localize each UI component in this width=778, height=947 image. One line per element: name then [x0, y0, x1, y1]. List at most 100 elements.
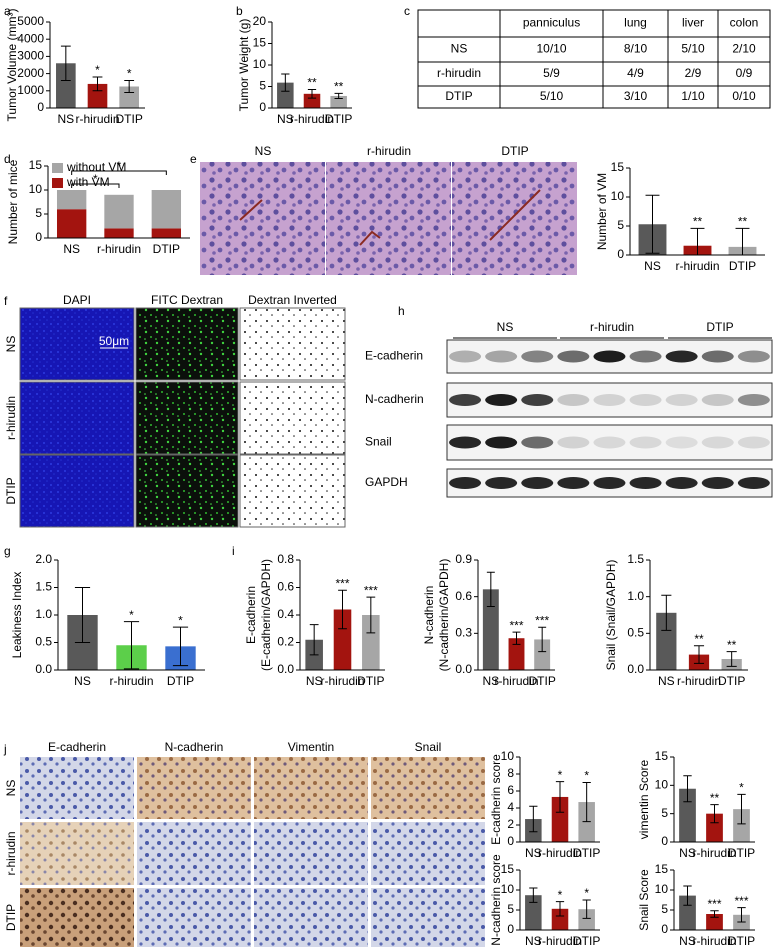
micrograph: [239, 381, 346, 455]
y-tick-label: 0: [37, 100, 44, 114]
x-tick-label: r-hirudin: [675, 259, 719, 273]
blot-band: [593, 350, 626, 363]
x-tick-label: DTIP: [357, 674, 384, 688]
image-row-label: DTIP: [4, 904, 18, 931]
y-tick-label: 5: [259, 79, 266, 93]
blot-group-label: NS: [497, 320, 514, 334]
significance-label: **: [738, 214, 748, 228]
bar-segment: [56, 190, 87, 210]
error-bar: [737, 793, 746, 825]
significance-label: ***: [509, 618, 523, 632]
error-bar: [74, 587, 91, 643]
error-bar: [661, 594, 672, 631]
micrograph: [137, 888, 251, 947]
panel-label: j: [3, 742, 7, 756]
blot-band: [557, 394, 590, 406]
y-tick-label: 0: [617, 247, 624, 261]
y-axis-label: (E-cadherin/GAPDH): [259, 559, 273, 671]
significance-label: ***: [734, 894, 748, 908]
y-tick-label: 10: [501, 882, 515, 896]
y-tick-label: 0.9: [455, 552, 472, 566]
y-tick-label: 2.0: [35, 552, 52, 566]
panel-label: g: [4, 544, 11, 558]
micrograph: [135, 381, 239, 455]
bar: [119, 86, 139, 108]
image-column-label: DAPI: [63, 293, 91, 307]
panel-label: f: [4, 294, 8, 308]
x-tick-label: DTIP: [167, 674, 194, 688]
error-bar: [538, 626, 547, 653]
y-tick-label: 5000: [17, 14, 44, 28]
table-cell: DTIP: [445, 89, 472, 103]
y-tick-label: 4: [507, 800, 514, 814]
legend-swatch: [52, 178, 63, 188]
y-tick-label: 1.5: [627, 552, 644, 566]
micrograph: [19, 307, 135, 381]
y-tick-label: 15: [29, 158, 43, 172]
table-cell: 5/10: [681, 42, 705, 56]
image-column-label: NS: [255, 144, 272, 158]
image-column-label: Snail: [415, 740, 442, 754]
panel-label: h: [398, 304, 405, 318]
legend-label: with VM: [66, 175, 110, 189]
blot-row-label: E-cadherin: [365, 349, 423, 363]
micrograph: [254, 822, 368, 885]
error-bar: [307, 89, 317, 99]
y-tick-label: 15: [655, 862, 669, 876]
x-tick-label: r-hirudin: [290, 112, 334, 126]
bar: [578, 909, 595, 930]
image-column-label: Dextran Inverted: [248, 293, 337, 307]
x-tick-label: NS: [57, 112, 74, 126]
x-tick-label: DTIP: [728, 846, 755, 860]
blot-band: [449, 477, 482, 489]
x-tick-label: NS: [679, 934, 696, 947]
significance-label: ***: [364, 583, 378, 597]
blot-band: [593, 477, 626, 489]
x-tick-label: r-hirudin: [75, 112, 119, 126]
y-axis-label: (N-cadherin/GAPDH): [437, 559, 451, 672]
x-tick-label: NS: [658, 674, 675, 688]
blot-band: [557, 436, 590, 449]
y-axis-label: Snail (Snail/GAPDH): [604, 560, 618, 671]
y-axis-label: N-cadherin score: [489, 854, 503, 946]
significance-label: *: [129, 608, 134, 622]
micrograph: [20, 888, 134, 947]
y-tick-label: 15: [611, 160, 625, 174]
x-tick-label: r-hirudin: [320, 674, 364, 688]
bar: [87, 83, 108, 108]
y-tick-label: 5: [507, 902, 514, 916]
significance-label: *: [178, 613, 183, 627]
error-bar: [334, 92, 343, 100]
micrograph: [135, 307, 239, 381]
y-tick-label: 2: [507, 817, 514, 831]
error-bar: [555, 901, 565, 917]
table-cell: 4/9: [627, 66, 644, 80]
error-bar: [737, 907, 746, 923]
y-tick-label: 0.5: [35, 635, 52, 649]
table-cell: r-hirudin: [437, 66, 481, 80]
blot-band: [557, 350, 590, 363]
micrograph: [200, 162, 325, 275]
y-tick-label: 1.0: [35, 607, 52, 621]
scale-bar-label: 50μm: [99, 334, 129, 348]
y-tick-label: 10: [611, 189, 625, 203]
error-bar: [60, 45, 71, 81]
y-tick-label: 0.6: [277, 580, 294, 594]
x-tick-label: NS: [63, 242, 80, 256]
y-tick-label: 0.4: [277, 607, 294, 621]
bar: [333, 609, 352, 670]
blot-band: [665, 394, 698, 406]
bar: [525, 895, 542, 930]
error-bar: [172, 626, 189, 667]
image-column-label: N-cadherin: [165, 740, 224, 754]
y-tick-label: 0: [259, 100, 266, 114]
blot-band: [485, 350, 518, 363]
x-tick-label: DTIP: [528, 674, 555, 688]
error-bar: [309, 624, 319, 656]
bar: [482, 589, 499, 670]
bar: [303, 93, 321, 108]
table-cell: 3/10: [624, 89, 648, 103]
bar-segment: [104, 194, 134, 229]
error-bar: [726, 651, 737, 667]
blot-band: [521, 477, 554, 489]
